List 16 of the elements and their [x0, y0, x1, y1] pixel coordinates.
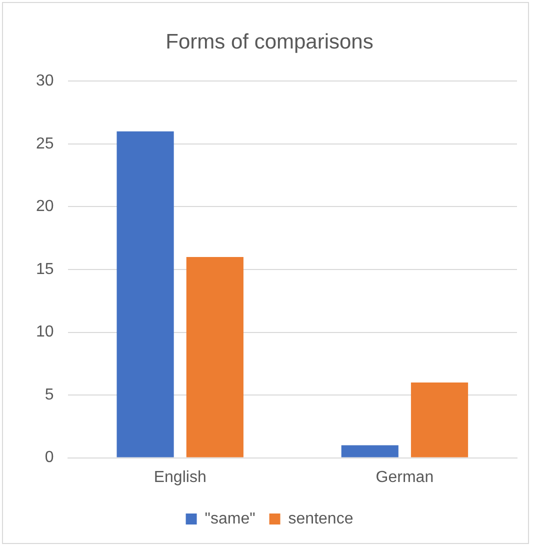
y-tick-label: 0: [44, 449, 54, 466]
y-tick-label: 20: [36, 198, 54, 216]
y-tick-label: 10: [36, 324, 54, 341]
y-tick-label: 15: [36, 260, 54, 278]
legend-label: "same": [204, 510, 256, 528]
bar: [341, 445, 398, 458]
bar: [116, 131, 174, 458]
bar: [186, 256, 244, 458]
x-tick-label: English: [154, 468, 206, 486]
chart-title: Forms of comparisons: [166, 30, 374, 54]
y-tick-label: 5: [44, 386, 54, 404]
x-tick-label: German: [376, 468, 434, 486]
legend-label: sentence: [288, 510, 354, 528]
bar: [410, 382, 468, 458]
y-tick-label: 30: [36, 72, 54, 90]
y-tick-label: 25: [36, 135, 54, 152]
